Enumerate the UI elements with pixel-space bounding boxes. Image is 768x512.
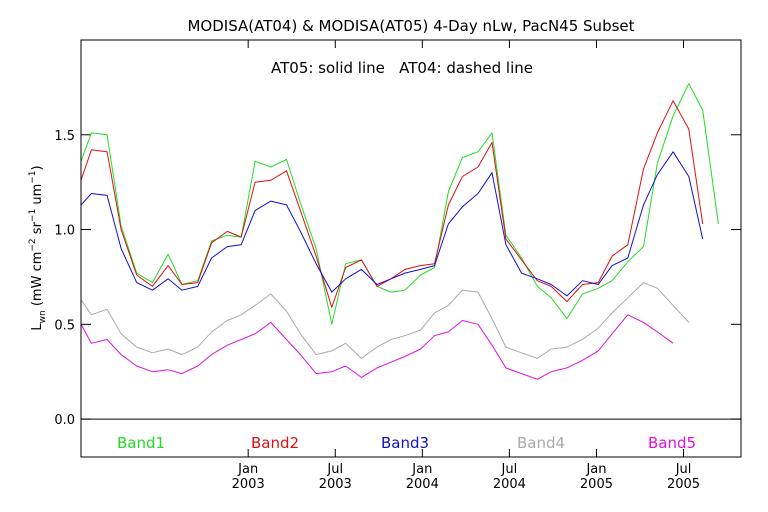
series-lines: [80, 83, 719, 380]
y-axis-ticks: 0.0 0.5 1.0 1.5: [54, 129, 741, 428]
x-tick-year-label: 2004: [493, 477, 526, 492]
y-tick-label: 0.0: [54, 413, 75, 428]
legend-label-band4: Band4: [517, 434, 565, 452]
x-tick-year-label: 2005: [580, 477, 613, 492]
x-tick-year-label: 2003: [319, 477, 352, 492]
x-tick-month-label: Jan: [237, 462, 258, 477]
y-tick-label: 1.0: [54, 224, 75, 239]
y-tick-label: 1.5: [54, 129, 75, 144]
x-tick-month-label: Jan: [585, 462, 606, 477]
legend-label-band5: Band5: [648, 434, 696, 452]
legend-label-band2: Band2: [251, 434, 299, 452]
chart-annotation: AT05: solid line AT04: dashed line: [271, 59, 533, 77]
chart-title: MODISA(AT04) & MODISA(AT05) 4-Day nLw, P…: [187, 17, 634, 35]
x-tick-year-label: 2004: [406, 477, 439, 492]
legend-label-band1: Band1: [117, 434, 165, 452]
y-tick-label: 0.5: [54, 318, 75, 333]
x-tick-year-label: 2005: [667, 477, 700, 492]
series-line-band5: [80, 314, 674, 380]
series-line-band2: [80, 100, 704, 308]
plot-frame: [80, 39, 742, 458]
legend-label-band3: Band3: [381, 434, 429, 452]
x-tick-month-label: Jan: [411, 462, 432, 477]
y-axis-label: Lwn (mW cm−2 sr−1 um−1): [28, 165, 48, 330]
series-line-band4: [80, 282, 690, 359]
x-axis-ticks: Jan2003Jul2003Jan2004Jul2004Jan2005Jul20…: [232, 40, 700, 492]
x-tick-year-label: 2003: [232, 477, 265, 492]
legend: Band1 Band2 Band3 Band4 Band5: [117, 434, 696, 452]
x-tick-month-label: Jul: [675, 462, 692, 477]
series-line-band1: [80, 83, 719, 325]
x-tick-month-label: Jul: [326, 462, 343, 477]
x-tick-month-label: Jul: [501, 462, 518, 477]
series-line-band3: [80, 151, 704, 297]
